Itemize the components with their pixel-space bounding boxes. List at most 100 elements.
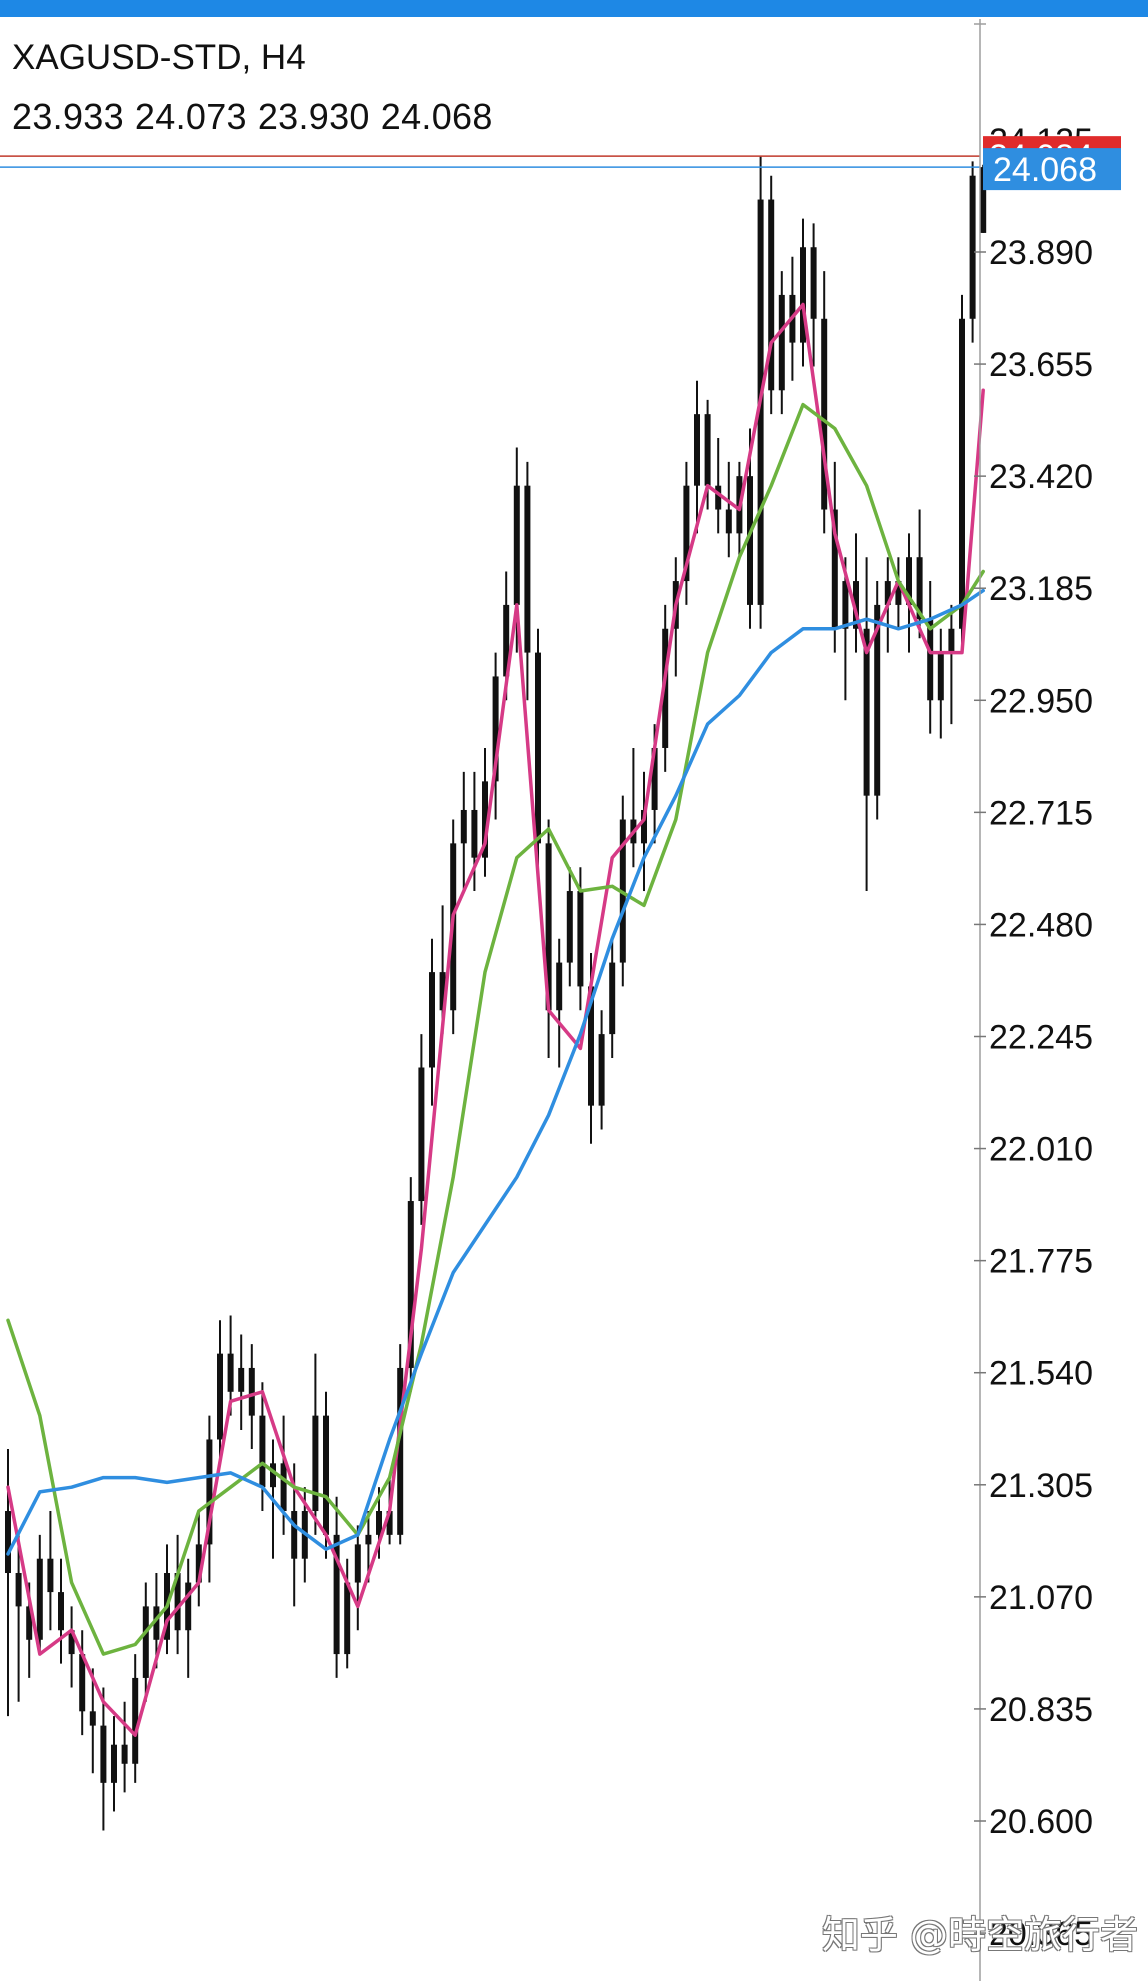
candle-body bbox=[312, 1415, 319, 1512]
ohlc-low: 23.930 bbox=[257, 96, 370, 137]
axis-tick-label: 22.010 bbox=[989, 1131, 1093, 1169]
candle-body bbox=[747, 476, 753, 605]
candle-body bbox=[132, 1677, 139, 1764]
candle-body bbox=[768, 199, 775, 391]
candles-layer bbox=[5, 156, 987, 1831]
axis-tick-label: 22.245 bbox=[989, 1019, 1093, 1057]
candle-body bbox=[641, 809, 647, 844]
candle-body bbox=[429, 972, 435, 1068]
candle-body bbox=[588, 986, 594, 1106]
candle-body bbox=[492, 676, 499, 782]
candle-body bbox=[36, 1558, 43, 1640]
candle-body bbox=[948, 628, 955, 653]
axis-tick-label: 22.480 bbox=[989, 906, 1093, 944]
candle-body bbox=[810, 247, 817, 319]
ohlc-open: 23.933 bbox=[12, 96, 124, 137]
candle-body bbox=[407, 1201, 414, 1368]
candle-body bbox=[89, 1711, 96, 1726]
candle-body bbox=[418, 1067, 425, 1202]
watermark-text: 知乎 @時空旅行者 bbox=[821, 1913, 1138, 1957]
candle-body bbox=[683, 485, 690, 582]
axis-tick-label: 21.775 bbox=[989, 1243, 1093, 1281]
candle-body bbox=[460, 809, 467, 844]
candle-body bbox=[5, 1511, 11, 1574]
price-axis: 20.365 20.600 20.835 21.070 21.305 21.540 21.7… bbox=[974, 19, 1093, 1981]
candle-body bbox=[291, 1511, 298, 1559]
candle-body bbox=[142, 1606, 149, 1678]
candle-body bbox=[524, 485, 531, 653]
candle-body bbox=[715, 485, 722, 510]
axis-tick-label: 20.835 bbox=[989, 1691, 1093, 1729]
candle-body bbox=[439, 972, 446, 1011]
candle-body bbox=[831, 509, 838, 629]
candle-body bbox=[280, 1463, 287, 1512]
candle-body bbox=[68, 1630, 75, 1655]
candle-body bbox=[577, 891, 584, 987]
candle-body bbox=[800, 247, 806, 343]
candle-body bbox=[26, 1606, 33, 1640]
candle-body bbox=[725, 509, 732, 534]
candle-body bbox=[354, 1544, 361, 1583]
candle-body bbox=[153, 1606, 160, 1640]
price-lines-layer bbox=[0, 155, 980, 168]
candle-body bbox=[778, 294, 785, 391]
ask-price-badge bbox=[983, 148, 1121, 191]
ma_mid-line bbox=[6, 402, 985, 1656]
axis-tick-label: 21.540 bbox=[989, 1355, 1093, 1393]
ma_slow-line bbox=[6, 588, 985, 1556]
candle-body bbox=[821, 318, 828, 510]
ma_fast-line bbox=[6, 302, 985, 1737]
candle-body bbox=[79, 1654, 86, 1712]
axis-tick-label: 23.420 bbox=[989, 458, 1093, 496]
candle-body bbox=[704, 414, 711, 486]
axis-tick-label: 20.365 bbox=[989, 1915, 1093, 1953]
candle-body bbox=[694, 414, 700, 486]
candle-body bbox=[969, 175, 976, 319]
candle-body bbox=[906, 557, 912, 605]
candle-body bbox=[482, 781, 488, 858]
axis-tick-label: 23.185 bbox=[989, 570, 1093, 608]
axis-tick-label: 23.890 bbox=[989, 234, 1093, 272]
price-badges: 24.08424.068 bbox=[983, 136, 1121, 191]
top-accent-bar bbox=[0, 0, 1148, 17]
candle-body bbox=[535, 652, 541, 844]
candle-body bbox=[895, 581, 902, 605]
candle-body bbox=[270, 1463, 276, 1488]
candle-body bbox=[874, 604, 881, 796]
candle-body bbox=[344, 1582, 351, 1655]
candle-body bbox=[174, 1573, 181, 1631]
candle-body bbox=[195, 1544, 202, 1583]
candle-body bbox=[47, 1558, 54, 1593]
candle-body bbox=[100, 1725, 107, 1783]
candle-body bbox=[185, 1582, 192, 1631]
candle-body bbox=[609, 962, 616, 1035]
candle-body bbox=[471, 809, 478, 858]
candle-body bbox=[513, 485, 520, 605]
candle-body bbox=[206, 1439, 213, 1545]
candle-body bbox=[259, 1415, 266, 1488]
candle-body bbox=[959, 318, 965, 629]
axis-tick-label: 21.070 bbox=[989, 1579, 1093, 1617]
axis-tick-label: 21.305 bbox=[989, 1467, 1093, 1505]
candle-body bbox=[386, 1511, 393, 1535]
candle-body bbox=[916, 557, 923, 620]
candle-body bbox=[397, 1367, 404, 1535]
ask-price-badge-label: 24.068 bbox=[993, 151, 1097, 189]
candle-body bbox=[853, 581, 859, 629]
axis-tick-label: 20.600 bbox=[989, 1803, 1093, 1841]
candle-body bbox=[503, 604, 510, 677]
candle-body bbox=[651, 747, 658, 810]
ohlc-close: 24.068 bbox=[380, 96, 493, 137]
candle-body bbox=[545, 843, 552, 1011]
candle-body bbox=[238, 1367, 245, 1392]
candle-body bbox=[323, 1415, 329, 1535]
moving-averages-layer bbox=[6, 302, 985, 1737]
candle-body bbox=[937, 652, 944, 701]
candle-body bbox=[227, 1353, 234, 1392]
candle-body bbox=[556, 962, 563, 1011]
symbol-timeframe-title: XAGUSD-STD, H4 bbox=[12, 38, 306, 77]
axis-tick-label: 22.715 bbox=[989, 794, 1093, 832]
candle-body bbox=[598, 1034, 605, 1106]
axis-tick-label: 23.655 bbox=[989, 346, 1093, 384]
